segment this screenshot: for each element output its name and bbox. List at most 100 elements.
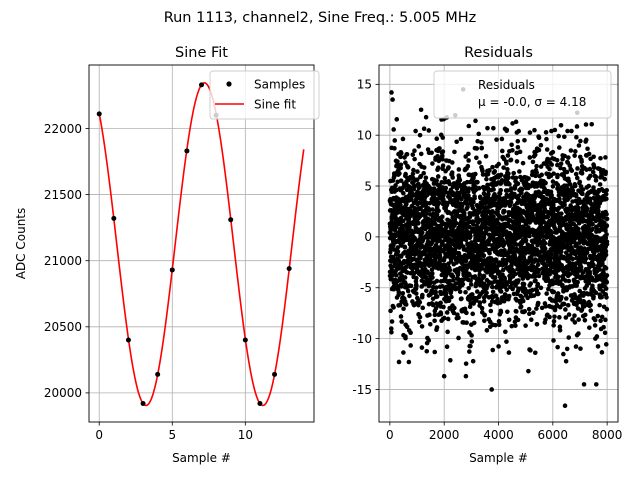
residuals-ytick-label: 0 [364, 230, 372, 244]
residual-point [494, 137, 499, 142]
residual-point [591, 165, 597, 170]
residual-point [561, 166, 567, 172]
residual-point [449, 170, 455, 175]
residual-point [568, 203, 573, 208]
residual-point [514, 159, 520, 164]
residual-point [530, 159, 536, 165]
residual-point [573, 251, 578, 257]
residual-point [405, 288, 411, 294]
sine-fit-ytick-label: 20000 [44, 386, 82, 400]
residual-point [464, 320, 469, 326]
residual-point [562, 153, 567, 159]
residual-point [506, 171, 511, 176]
residuals-xtick-label: 4000 [483, 428, 514, 442]
residual-point [473, 171, 478, 177]
residual-point [465, 163, 471, 169]
residual-point [545, 214, 551, 220]
residual-point [523, 237, 529, 243]
residual-point [549, 128, 554, 134]
residual-point [577, 179, 583, 185]
residual-point [490, 208, 495, 214]
residual-point [401, 350, 406, 355]
residual-point [444, 310, 450, 315]
residual-point [604, 211, 609, 217]
residual-point [583, 122, 589, 127]
residual-point [469, 339, 475, 344]
residual-point [603, 155, 608, 160]
residual-point [497, 191, 503, 196]
residual-point [584, 250, 590, 255]
residual-point [570, 256, 576, 262]
residual-point [417, 314, 423, 320]
residual-point [389, 319, 395, 324]
residual-point [466, 186, 472, 191]
residual-point [421, 170, 427, 176]
residual-point [588, 308, 594, 313]
residual-point [588, 302, 593, 308]
residual-point [504, 287, 510, 293]
residual-point [510, 148, 515, 153]
residual-point [557, 324, 563, 330]
residual-point [563, 315, 569, 320]
residuals-y-ticks: -15 -10 -5 0 5 10 15 [352, 78, 379, 397]
residual-point [479, 145, 485, 151]
sample-point [242, 337, 248, 343]
residual-point [557, 196, 562, 202]
residual-point [544, 291, 549, 296]
residual-point [490, 289, 496, 295]
residual-point [562, 403, 568, 409]
residual-point [581, 382, 587, 387]
residual-point [604, 306, 610, 312]
residual-point [530, 169, 536, 175]
residual-point [396, 290, 402, 295]
residual-point [486, 192, 491, 197]
residual-point [392, 173, 397, 179]
residual-point [423, 114, 429, 120]
residual-point [481, 253, 487, 258]
residual-point [542, 246, 548, 252]
residual-point [592, 317, 598, 323]
residual-point [583, 256, 589, 261]
residual-point [549, 252, 554, 257]
residual-point [433, 289, 439, 295]
residual-point [452, 149, 457, 155]
residual-point [470, 311, 476, 317]
residual-point [429, 267, 435, 273]
residual-point [586, 280, 592, 286]
residual-point [481, 235, 487, 240]
residual-point [426, 338, 432, 343]
residual-point [543, 180, 548, 186]
residual-point [479, 140, 484, 145]
residual-point [439, 153, 445, 159]
residual-point [603, 317, 608, 323]
residual-point [603, 286, 609, 291]
residuals-ytick-label: -15 [352, 383, 372, 397]
residuals-ytick-label: 5 [364, 179, 372, 193]
residual-point [579, 171, 585, 176]
residual-point [603, 228, 608, 234]
residual-point [475, 179, 480, 185]
residual-point [434, 325, 440, 330]
residual-point [603, 235, 609, 241]
residual-point [498, 289, 504, 294]
residual-point [556, 133, 561, 139]
residual-point [457, 190, 463, 196]
residual-point [563, 358, 569, 364]
residual-point [599, 350, 605, 355]
residual-point [534, 163, 539, 169]
residual-point [454, 139, 459, 145]
residual-point [421, 126, 427, 131]
residual-point [493, 275, 498, 280]
residual-point [447, 267, 453, 273]
residual-point [475, 138, 481, 144]
residual-point [594, 334, 600, 339]
residual-point [496, 344, 501, 349]
residual-point [578, 264, 584, 270]
residual-point [436, 208, 441, 214]
residual-point [434, 178, 439, 183]
residual-point [506, 317, 512, 323]
residual-point [511, 170, 517, 176]
residual-point [479, 305, 485, 311]
residual-point [440, 149, 446, 154]
residual-point [396, 359, 402, 365]
